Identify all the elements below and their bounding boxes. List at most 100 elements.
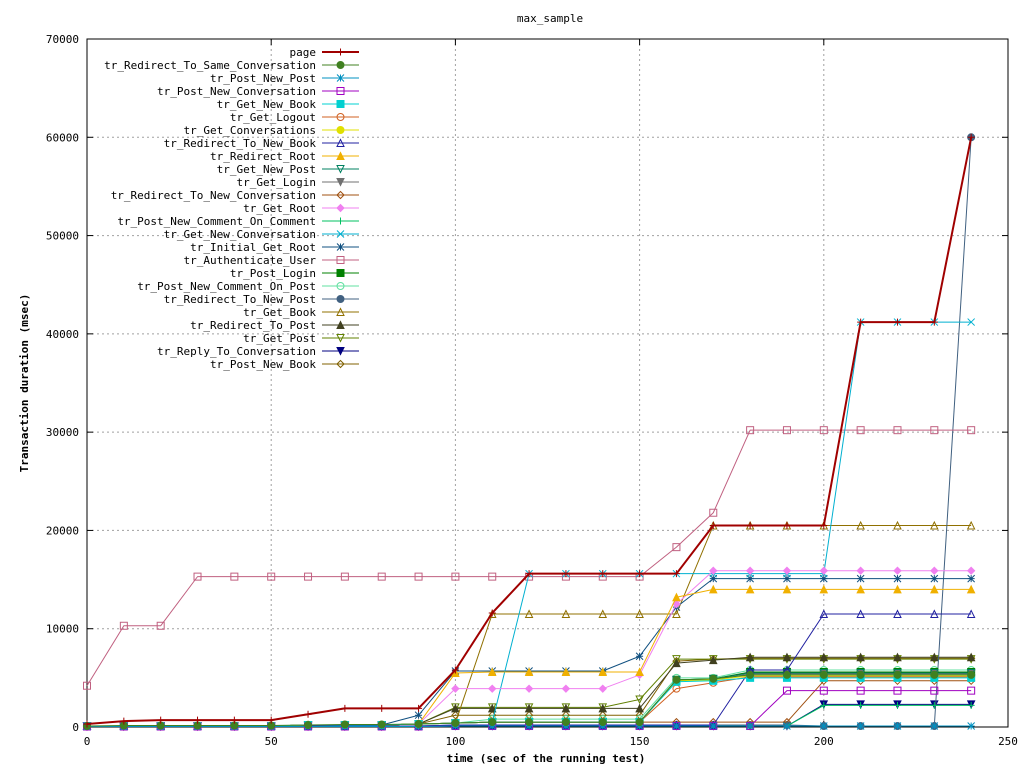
data-point — [782, 652, 792, 662]
data-point — [120, 717, 128, 725]
data-point — [672, 609, 681, 618]
data-point — [856, 609, 865, 618]
legend-marker — [336, 190, 345, 200]
data-point — [967, 133, 975, 141]
legend-marker — [336, 151, 345, 160]
y-tick-label: 40000 — [46, 328, 79, 341]
legend-label: tr_Redirect_To_New_Conversation — [111, 189, 316, 202]
data-point — [451, 666, 459, 674]
data-point — [745, 652, 755, 662]
y-tick-label: 70000 — [46, 33, 79, 46]
data-point — [782, 566, 792, 575]
data-point — [746, 574, 754, 583]
data-point — [636, 570, 644, 578]
data-point — [930, 701, 938, 709]
legend-label: tr_Get_Conversations — [184, 124, 316, 137]
legend-entry: tr_Get_Logout — [230, 111, 359, 124]
data-point — [708, 584, 718, 594]
y-tick-label: 20000 — [46, 524, 79, 537]
data-point — [635, 703, 644, 713]
data-point — [304, 710, 312, 718]
series-line — [87, 570, 972, 727]
data-point — [525, 718, 534, 727]
data-point — [561, 703, 571, 713]
x-tick-label: 50 — [265, 735, 278, 748]
data-point — [635, 695, 644, 705]
data-point — [893, 609, 902, 618]
legend-marker — [336, 178, 345, 187]
data-point — [819, 670, 828, 679]
data-point — [893, 318, 901, 326]
data-point — [967, 574, 976, 583]
data-point — [377, 572, 386, 581]
data-point — [819, 722, 828, 730]
data-point — [524, 703, 534, 713]
data-point — [709, 674, 718, 683]
data-point — [966, 584, 976, 594]
data-point — [966, 652, 976, 662]
data-point — [746, 722, 754, 730]
legend-marker — [336, 74, 345, 82]
data-point — [819, 426, 828, 435]
data-point — [451, 703, 460, 713]
legend-entry: tr_Get_Root — [243, 202, 359, 215]
data-point — [819, 574, 828, 583]
x-tick-label: 0 — [84, 735, 91, 748]
data-point — [230, 572, 239, 581]
series-line — [87, 525, 972, 727]
y-axis-label: Transaction duration (msec) — [18, 294, 31, 473]
legend-entry: tr_Reply_To_Conversation — [157, 345, 359, 358]
legend-entry: tr_Post_New_Comment_On_Comment — [117, 215, 359, 228]
legend-label: tr_Get_New_Post — [217, 163, 316, 176]
data-point — [672, 675, 681, 684]
data-point — [930, 426, 939, 435]
x-tick-label: 250 — [998, 735, 1018, 748]
legend-label: tr_Reply_To_Conversation — [157, 345, 316, 358]
legend-entry: tr_Redirect_To_Post — [190, 319, 359, 332]
legend-entry: tr_Get_Post — [243, 332, 359, 345]
data-point — [708, 655, 718, 665]
data-point — [930, 520, 939, 530]
axes: 0 10000 20000 30000 40000 50000 60000 70000 0 50 1… — [46, 33, 1018, 748]
legend-entry: tr_Initial_Get_Root — [190, 241, 359, 254]
data-point — [966, 520, 976, 530]
data-point — [819, 686, 828, 695]
data-point — [745, 566, 755, 575]
data-point — [856, 670, 865, 679]
legend-label: tr_Post_New_Comment_On_Post — [137, 280, 316, 293]
data-point — [451, 684, 460, 693]
legend-marker — [336, 165, 345, 174]
data-point — [340, 572, 349, 581]
data-point — [561, 684, 571, 693]
grid — [87, 39, 1008, 727]
data-point — [930, 686, 939, 695]
legend-marker — [336, 126, 345, 134]
legend-entry: tr_Get_New_Book — [217, 98, 359, 111]
data-point — [930, 670, 939, 679]
data-point — [267, 572, 276, 581]
series-tr_Authenticate_User — [83, 426, 976, 690]
data-point — [340, 720, 349, 729]
data-point — [451, 572, 460, 581]
data-point — [967, 722, 976, 730]
legend-marker — [336, 320, 345, 329]
legend-marker — [336, 295, 345, 303]
data-point — [672, 570, 680, 578]
legend-marker — [336, 61, 345, 69]
series-page — [83, 133, 975, 728]
data-point — [857, 701, 865, 709]
data-point — [487, 667, 497, 676]
data-point — [414, 572, 423, 581]
data-point — [745, 584, 755, 594]
data-point — [930, 574, 939, 583]
legend-label: tr_Get_Logout — [230, 111, 316, 124]
legend-marker — [336, 269, 345, 277]
legend-marker — [336, 359, 345, 369]
legend-label: tr_Post_New_Comment_On_Comment — [117, 215, 316, 228]
data-point — [83, 681, 91, 690]
data-point — [487, 703, 497, 713]
data-point — [819, 566, 829, 575]
data-point — [967, 426, 976, 435]
data-point — [709, 574, 718, 583]
